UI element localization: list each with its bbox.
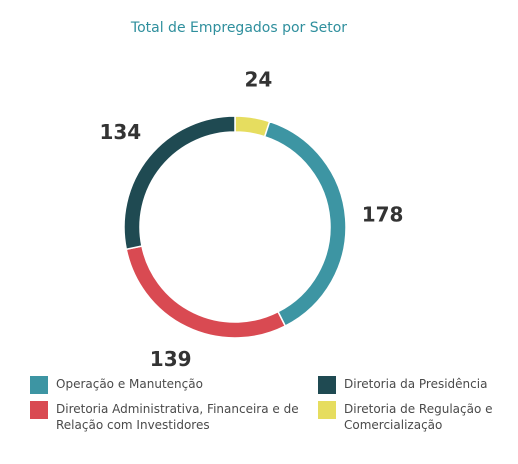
- donut-slice-presidencia: [123, 115, 236, 251]
- legend-swatch: [30, 376, 48, 394]
- legend-label: Diretoria Administrativa, Financeira e d…: [56, 402, 299, 432]
- donut-slice-regulacao: [234, 115, 271, 138]
- legend-item-administrativa: Diretoria Administrativa, Financeira e d…: [30, 401, 305, 433]
- chart-title: Total de Empregados por Setor: [130, 20, 348, 36]
- legend-item-operacao: Operação e Manutenção: [30, 376, 290, 394]
- legend-swatch: [30, 401, 48, 419]
- data-label-administrativa: 139: [150, 347, 192, 370]
- legend-item-presidencia: Diretoria da Presidência: [318, 376, 508, 394]
- data-label-presidencia: 134: [99, 120, 141, 144]
- legend-item-regulacao: Diretoria de Regulação e Comercialização: [318, 401, 508, 433]
- legend-swatch: [318, 376, 336, 394]
- legend-label: Operação e Manutenção: [56, 377, 203, 391]
- legend-label: Diretoria de Regulação e Comercialização: [344, 402, 493, 432]
- data-label-operacao: 178: [362, 202, 404, 226]
- data-label-regulacao: 24: [244, 67, 272, 91]
- legend-swatch: [318, 401, 336, 419]
- donut-slice-administrativa: [125, 245, 287, 339]
- legend-label: Diretoria da Presidência: [344, 377, 488, 391]
- donut-chart: 24 178 139 134: [99, 67, 404, 370]
- donut-slice-operacao: [263, 120, 347, 327]
